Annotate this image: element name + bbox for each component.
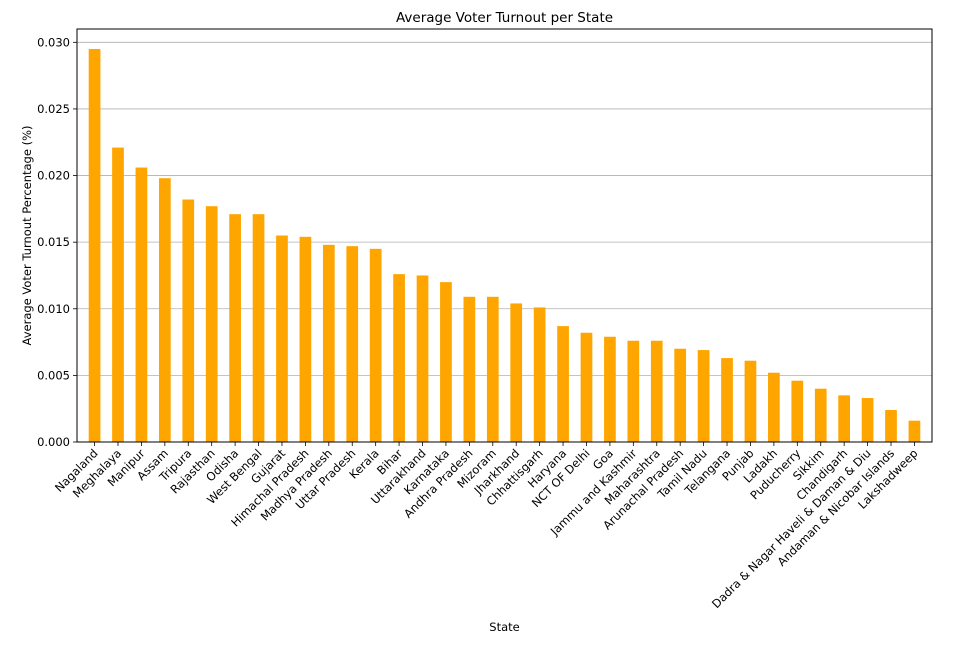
- bar-maharashtra: [650, 340, 663, 442]
- bar-rajasthan: [205, 206, 218, 442]
- bar-mizoram: [486, 296, 499, 442]
- bar-goa: [604, 336, 616, 442]
- plot-area-frame: [76, 28, 933, 443]
- bar-puducherry: [791, 380, 804, 442]
- bar-lakshadweep: [908, 420, 921, 442]
- bars: [88, 48, 921, 443]
- bar-odisha: [229, 214, 241, 442]
- bar-arunachal-pradesh: [674, 348, 687, 442]
- bar-chandigarh: [838, 395, 851, 442]
- bar-manipur: [135, 167, 148, 442]
- bar-uttarakhand: [416, 275, 429, 442]
- bar-assam: [158, 178, 171, 443]
- y-tick-label: 0.010: [37, 302, 70, 316]
- bar-sikkim: [814, 388, 827, 442]
- bar-west-bengal: [252, 214, 265, 442]
- bar-dadra-nagar-haveli-daman-diu: [861, 398, 874, 442]
- bar-telangana: [721, 358, 733, 442]
- chart-title: Average Voter Turnout per State: [396, 10, 613, 26]
- y-tick-label: 0.025: [37, 102, 70, 116]
- bar-tripura: [182, 199, 195, 442]
- bar-punjab: [744, 360, 757, 442]
- y-tick-label: 0.030: [37, 35, 70, 49]
- bar-himachal-pradesh: [299, 236, 312, 442]
- bar-gujarat: [276, 235, 288, 442]
- bar-kerala: [369, 248, 382, 442]
- bar-karnataka: [440, 282, 452, 442]
- y-tick-label: 0.020: [37, 169, 70, 183]
- bar-nagaland: [88, 48, 101, 442]
- x-axis-ticks: NagalandMeghalayaManipurAssamTripuraRaja…: [52, 442, 921, 611]
- y-axis-ticks: 0.000 0.005 0.010 0.015 0.020 0.025 0.030: [37, 35, 77, 449]
- bar-madhya-pradesh: [322, 244, 335, 442]
- bar-tamil-nadu: [697, 350, 710, 442]
- grid-lines: [77, 41, 932, 443]
- bar-jammu-and-kashmir: [627, 340, 640, 442]
- bar-jharkhand: [510, 303, 523, 442]
- bar-ladakh: [768, 372, 780, 442]
- y-tick-label: 0.015: [37, 235, 70, 249]
- bar-bihar: [393, 274, 405, 442]
- y-tick-label: 0.000: [37, 435, 70, 449]
- bar-andaman-nicobar-islands: [885, 410, 897, 442]
- y-tick-label: 0.005: [37, 368, 70, 382]
- x-axis-label: State: [489, 620, 519, 634]
- bar-andhra-pradesh: [463, 296, 476, 442]
- bar-nct-of-delhi: [580, 332, 593, 442]
- bar-haryana: [557, 326, 569, 442]
- bar-meghalaya: [112, 147, 124, 442]
- bar-chhattisgarh: [533, 307, 546, 442]
- bar-uttar-pradesh: [346, 246, 359, 442]
- y-axis-label: Average Voter Turnout Percentage (%): [20, 126, 34, 346]
